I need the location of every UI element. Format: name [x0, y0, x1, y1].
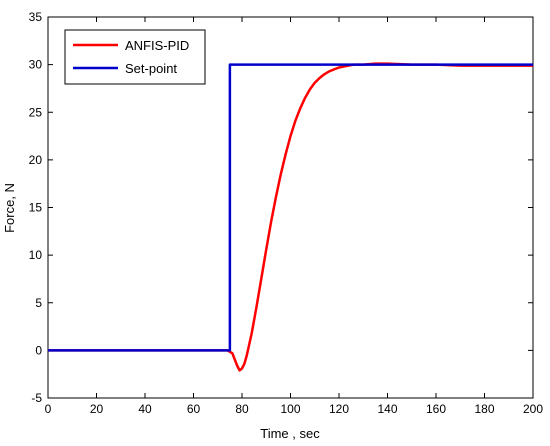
x-tick-label: 100 — [280, 402, 300, 416]
y-tick-label: 5 — [35, 296, 42, 310]
legend-box — [64, 29, 206, 85]
y-tick-label: 25 — [29, 105, 43, 119]
x-tick-label: 120 — [329, 402, 349, 416]
x-tick-label: 160 — [426, 402, 446, 416]
x-axis-ticks: 0 20 40 60 80 100 120 140 160 180 200 — [45, 17, 543, 416]
legend-label-anfis-pid: ANFIS-PID — [125, 38, 189, 53]
legend-label-set-point: Set-point — [125, 61, 177, 76]
y-tick-label: 10 — [29, 248, 43, 262]
y-tick-label: 0 — [35, 343, 42, 357]
y-axis-ticks: -5 0 5 10 15 20 25 30 35 — [29, 10, 533, 405]
x-tick-label: 140 — [377, 402, 397, 416]
x-tick-label: 60 — [187, 402, 201, 416]
legend: ANFIS-PID Set-point — [64, 29, 206, 85]
x-axis-label: Time , sec — [260, 426, 320, 441]
y-axis-label: Force, N — [2, 183, 17, 233]
x-tick-label: 80 — [235, 402, 249, 416]
x-tick-label: 200 — [523, 402, 543, 416]
x-tick-label: 180 — [474, 402, 494, 416]
y-tick-label: 35 — [29, 10, 43, 24]
y-tick-label: 20 — [29, 153, 43, 167]
y-tick-label: 15 — [29, 201, 43, 215]
x-tick-label: 40 — [138, 402, 152, 416]
series-layer — [48, 62, 533, 372]
x-tick-label: 20 — [90, 402, 104, 416]
x-tick-label: 0 — [45, 402, 52, 416]
y-tick-label: -5 — [31, 391, 42, 405]
y-tick-label: 30 — [29, 58, 43, 72]
series-line-set-point — [48, 63, 533, 352]
